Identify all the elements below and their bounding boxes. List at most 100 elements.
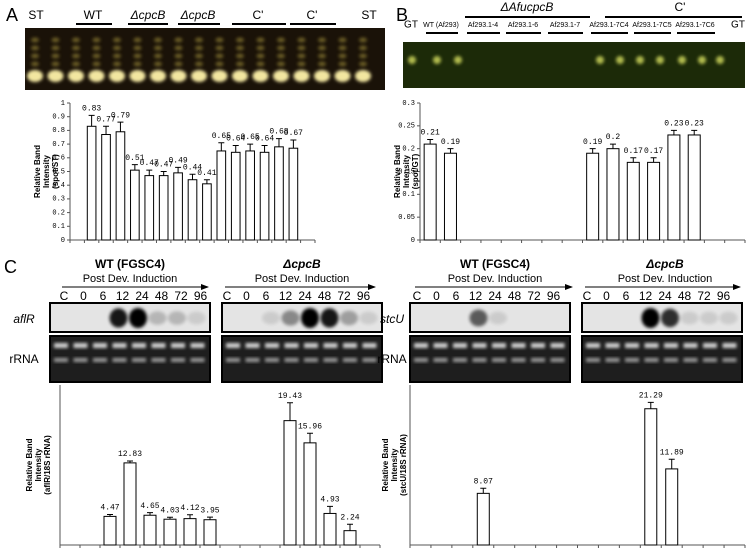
rrna-band [362,358,377,362]
blot-band [320,308,339,328]
blot-band [641,308,660,328]
value-label: 0.83 [82,104,101,113]
rrna-band [304,343,318,348]
rrna-band [511,343,526,348]
spot [433,56,441,64]
band [359,37,367,43]
label: ΔcpcB [130,8,166,22]
value-label: 0.47 [140,159,159,168]
label: ΔcpcB [180,8,216,22]
error-bar [232,144,239,153]
rrna-band [245,358,260,362]
band [51,37,60,43]
error-bar [447,148,454,154]
band [154,37,162,43]
band [72,53,80,59]
band [92,53,101,59]
rrna-band [703,343,717,348]
band [277,53,285,59]
band [236,37,244,43]
error-bar [175,166,182,173]
label: aflR [13,312,35,326]
label: 24 [135,289,149,303]
bar [323,512,337,546]
value-label: 0.17 [624,147,643,156]
spot [698,56,706,64]
rrna-band [664,343,678,348]
rrna-band [472,358,487,362]
bar [626,161,640,241]
band [338,45,347,51]
value-label: 0.2 [606,133,621,142]
label: Af293.1-7C6 [675,22,714,29]
band [215,53,224,59]
label: ST [28,8,44,22]
band [174,61,183,67]
y-tick-label: 0.3 [52,196,65,204]
band [72,45,80,51]
label: 12 [279,289,293,303]
bar [115,131,126,241]
bar [173,172,183,241]
band [297,53,306,59]
blot-band [109,308,128,328]
label: 12 [116,289,130,303]
spot [150,70,166,82]
value-label: 0.21 [421,129,440,138]
bar [303,442,317,546]
label: WT (Af293) [423,22,459,29]
bar [586,152,600,241]
rrna-band [171,343,185,348]
value-label: 0.77 [96,115,115,124]
label: 0 [80,289,87,303]
y-tick-label: 0.6 [52,155,65,163]
blot-band [469,309,488,327]
rrna-band [343,358,357,362]
band [215,37,224,43]
bar [144,175,155,241]
band [31,61,39,67]
label: rRNA [9,352,38,366]
band [92,37,101,43]
error-bar [203,179,210,184]
spot [596,56,604,64]
label: WT (FGSC4) [95,257,165,271]
rrna-band [54,358,68,362]
y-tick-label: 0 [411,237,415,245]
blot-band [700,311,718,325]
rrna-band [284,358,299,362]
blot-band [489,311,507,325]
panel-label: A [6,5,18,25]
rrna-band [683,343,698,348]
rrna-band [226,343,240,348]
rrna-band [151,343,166,348]
rrna-band [112,343,127,348]
error-bar [88,114,95,127]
value-label: 0.19 [441,138,460,147]
band [256,53,265,59]
y-axis-label: Relative Band [381,438,390,491]
band [92,45,101,51]
rrna-band [722,358,737,362]
rrna-band [492,343,506,348]
band [236,45,244,51]
error-bar [167,516,173,520]
band [338,53,347,59]
bar [123,462,137,546]
rrna-band [93,358,107,362]
rrna-band [73,358,88,362]
rrna-band [453,343,467,348]
bar [130,169,140,241]
spot [273,70,289,82]
blot-band [719,311,738,325]
value-label: 0.17 [644,147,663,156]
y-tick-label: 0.15 [398,168,415,176]
y-tick-label: 0.05 [398,214,415,222]
label: WT (FGSC4) [460,257,530,271]
value-label: 8.07 [474,477,493,486]
spot [656,56,664,64]
error-bar [247,143,254,151]
y-axis-label: (spot/ST) [51,154,60,189]
y-tick-label: 0.1 [52,223,65,231]
label: 96 [357,289,371,303]
